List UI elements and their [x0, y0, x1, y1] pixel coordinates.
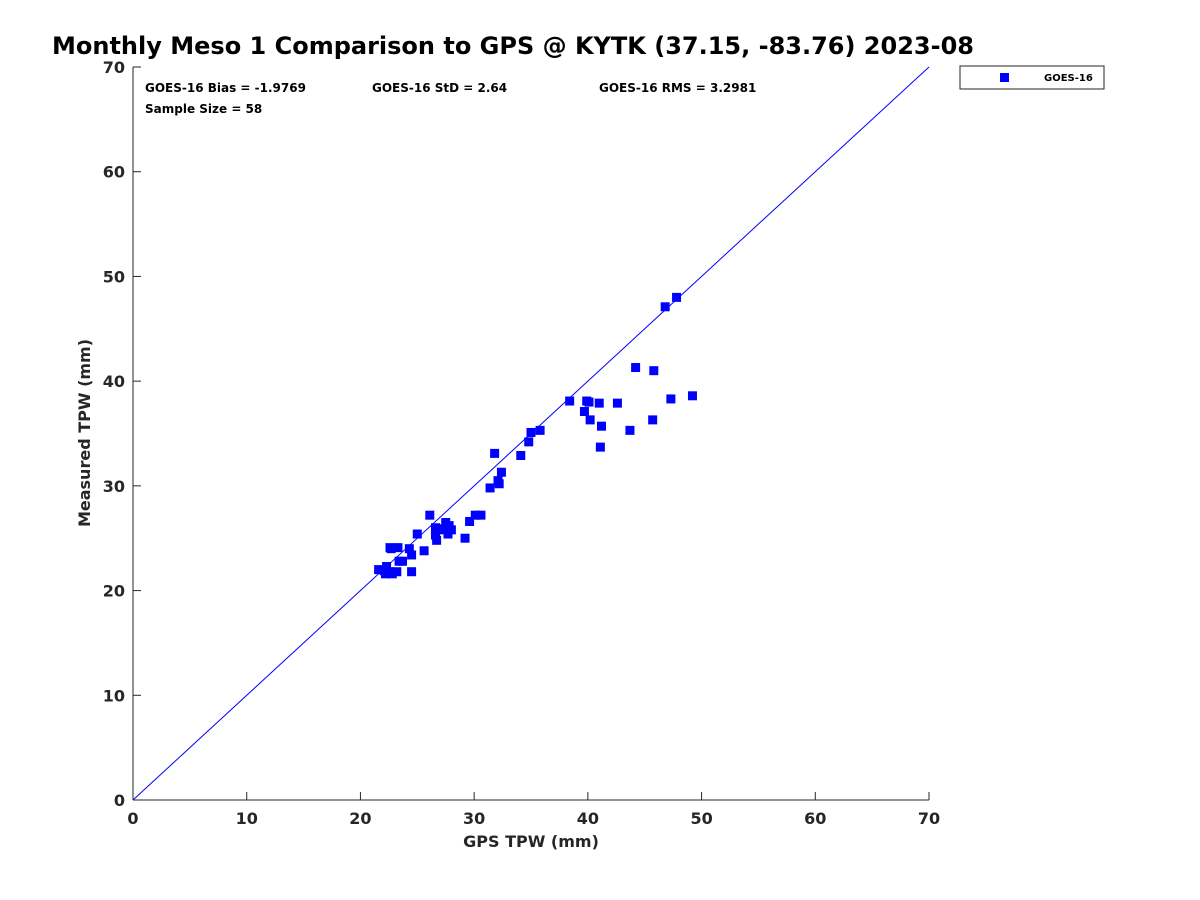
y-tick-label: 20: [103, 582, 125, 601]
data-point: [494, 479, 504, 489]
y-tick-label: 50: [103, 267, 125, 286]
data-point: [666, 394, 676, 404]
data-point: [398, 556, 408, 566]
rms-annotation: GOES-16 RMS = 3.2981: [599, 81, 756, 95]
data-point: [404, 544, 414, 554]
data-point: [380, 569, 390, 579]
data-point: [465, 516, 475, 526]
data-point: [579, 407, 589, 417]
data-point: [438, 524, 448, 534]
x-tick-label: 40: [577, 809, 599, 828]
data-point: [648, 415, 658, 425]
data-point: [425, 510, 435, 520]
data-point: [672, 292, 682, 302]
data-point: [612, 398, 622, 408]
data-point: [387, 569, 397, 579]
bias-annotation: GOES-16 Bias = -1.9769: [145, 81, 306, 95]
data-point: [526, 427, 536, 437]
x-tick-label: 0: [127, 809, 138, 828]
data-point: [516, 450, 526, 460]
data-point: [565, 396, 575, 406]
x-tick-label: 20: [349, 809, 371, 828]
data-point: [385, 543, 395, 553]
x-axis-label: GPS TPW (mm): [463, 832, 599, 851]
data-point: [585, 415, 595, 425]
data-point: [631, 363, 641, 373]
sample-size-annotation: Sample Size = 58: [145, 102, 262, 116]
statistics-annotation: GOES-16 Bias = -1.9769 GOES-16 StD = 2.6…: [145, 81, 756, 116]
data-point: [595, 442, 605, 452]
data-point: [393, 543, 403, 553]
data-point: [625, 425, 635, 435]
data-point: [434, 525, 444, 535]
y-tick-label: 30: [103, 477, 125, 496]
y-tick-label: 60: [103, 163, 125, 182]
data-point: [649, 366, 659, 376]
legend: GOES-16: [959, 65, 1105, 90]
y-tick-label: 70: [103, 58, 125, 77]
data-point: [374, 565, 384, 575]
data-point: [485, 483, 495, 493]
std-annotation: GOES-16 StD = 2.64: [372, 81, 507, 95]
y-tick-label: 0: [114, 791, 125, 810]
y-tick-label: 40: [103, 372, 125, 391]
data-point: [432, 535, 442, 545]
data-point: [419, 546, 429, 556]
legend-label: GOES-16: [1044, 73, 1093, 84]
x-tick-label: 30: [463, 809, 485, 828]
data-point: [490, 448, 500, 458]
data-point: [430, 530, 440, 540]
data-point: [660, 302, 670, 312]
data-point: [407, 550, 417, 560]
data-point: [412, 529, 422, 539]
legend-box: [959, 65, 1105, 90]
data-point: [382, 561, 392, 571]
data-point: [584, 397, 594, 407]
data-point: [476, 510, 486, 520]
data-point: [594, 398, 604, 408]
plot-area: [132, 66, 930, 801]
y-axis-ticks: 0 10 20 30 40 50 60 70: [103, 58, 141, 810]
x-tick-label: 10: [236, 809, 258, 828]
data-point: [597, 421, 607, 431]
data-point: [496, 467, 506, 477]
data-point: [524, 437, 534, 447]
data-point: [407, 567, 417, 577]
data-point: [470, 510, 480, 520]
x-axis-ticks: 0 10 20 30 40 50 60 70: [127, 792, 940, 828]
data-point: [446, 525, 456, 535]
y-axis-label: Measured TPW (mm): [75, 339, 94, 527]
data-point: [687, 391, 697, 401]
data-point: [392, 567, 402, 577]
legend-marker-square: [1000, 73, 1009, 82]
x-tick-label: 50: [690, 809, 712, 828]
data-points: [374, 292, 697, 579]
x-tick-label: 70: [918, 809, 940, 828]
chart-title: Monthly Meso 1 Comparison to GPS @ KYTK …: [52, 32, 974, 60]
x-tick-label: 60: [804, 809, 826, 828]
data-point: [535, 425, 545, 435]
data-point: [460, 533, 470, 543]
y-tick-label: 10: [103, 686, 125, 705]
